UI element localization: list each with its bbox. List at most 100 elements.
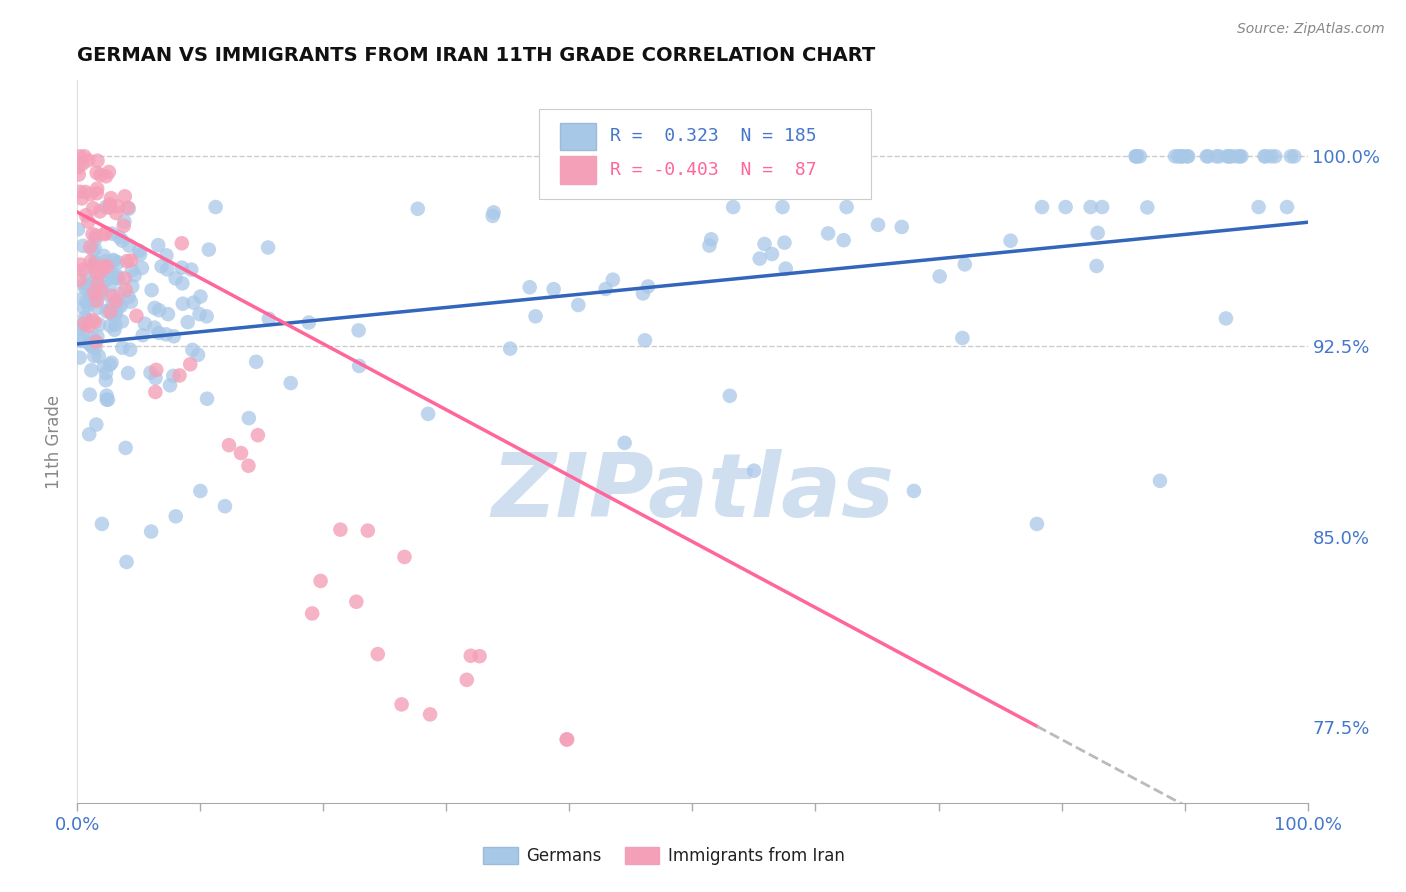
Point [120,294,142,309]
Point [96,304,118,318]
Point [145,371,167,385]
Point [419,707,441,722]
Point [181,343,204,357]
Point [101,289,124,303]
Point [79,387,101,401]
Point [1080,200,1102,214]
Point [105,268,128,283]
Point [94,200,117,214]
Point [72,318,94,332]
Point [82,227,104,242]
Point [73,317,96,331]
Point [1167,149,1189,163]
Point [602,273,624,287]
Point [98,303,121,318]
Point [86,186,108,201]
Point [98,201,121,215]
Point [112,219,135,233]
Point [238,458,260,473]
Point [98,197,121,211]
Point [69,273,91,287]
Point [82,243,104,257]
Point [298,316,321,330]
Point [93,259,115,273]
Point [114,271,136,285]
Point [866,218,889,232]
Point [155,248,177,262]
Point [66,222,89,236]
Point [104,309,127,323]
Point [170,236,193,251]
Point [67,321,90,335]
Point [742,464,765,478]
Point [950,331,973,345]
Point [69,258,91,272]
Point [1279,149,1302,163]
Point [1275,200,1298,214]
Point [754,237,776,252]
FancyBboxPatch shape [538,109,870,200]
Point [96,392,118,407]
Point [188,483,212,498]
Point [1218,149,1240,163]
Point [83,293,105,307]
Point [481,209,503,223]
Point [165,509,187,524]
Point [218,438,240,452]
Point [772,200,794,214]
Point [1219,149,1241,163]
Point [105,206,128,220]
Point [69,149,91,163]
Point [1170,149,1192,163]
Point [198,243,221,257]
Point [1125,149,1147,163]
Point [117,201,139,215]
Point [82,275,104,289]
Point [150,260,173,274]
Point [96,260,118,274]
Point [1253,149,1275,163]
Y-axis label: 11th Grade: 11th Grade [45,394,63,489]
Bar [624,847,659,864]
Point [97,272,120,286]
Point [112,214,135,228]
Point [180,262,202,277]
Point [90,516,114,531]
Point [139,366,162,380]
Point [637,279,659,293]
Point [83,254,105,268]
Point [70,334,93,348]
Point [468,649,491,664]
Point [114,283,136,297]
Bar [484,847,517,864]
Point [75,208,97,222]
Point [79,187,101,202]
Point [70,332,93,346]
Point [118,238,141,252]
Point [146,238,169,252]
Point [94,169,117,184]
Point [195,310,218,324]
Point [159,378,181,392]
Point [77,319,100,334]
Point [555,732,578,747]
Point [1260,149,1282,163]
Point [84,284,107,298]
Point [77,427,100,442]
Point [165,271,187,285]
Point [101,268,124,282]
Point [103,323,125,337]
Point [131,260,153,275]
Point [72,292,94,306]
Point [121,279,143,293]
Point [115,555,138,569]
Point [100,191,122,205]
Point [1170,149,1192,163]
Point [761,247,783,261]
Point [1149,474,1171,488]
Point [96,389,118,403]
Point [101,299,124,313]
Point [183,295,205,310]
Text: ZIPatlas: ZIPatlas [491,449,894,535]
Point [105,271,128,285]
